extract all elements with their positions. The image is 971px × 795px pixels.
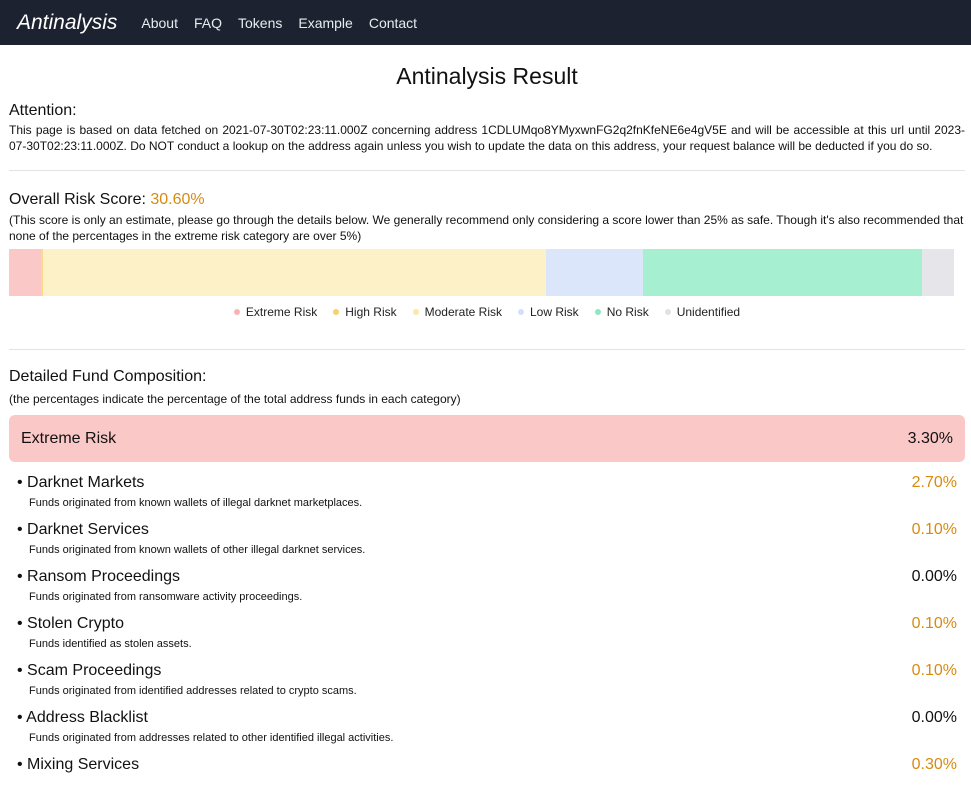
legend-label: Moderate Risk	[424, 305, 502, 319]
composition-title: Detailed Fund Composition:	[9, 368, 207, 385]
composition-item: • Address Blacklist 0.00% Funds originated…	[9, 709, 965, 744]
item-name: • Darknet Markets	[17, 474, 145, 491]
item-description: Funds originated from addresses related …	[29, 732, 394, 744]
item-description: Funds originated from identified address…	[29, 685, 357, 697]
item-name: • Address Blacklist	[17, 709, 148, 726]
item-description: Funds originated from known wallets of i…	[29, 497, 363, 509]
item-percentage: 0.30%	[911, 756, 957, 773]
legend-label: High Risk	[345, 305, 397, 319]
legend-dot-icon	[594, 309, 601, 315]
legend-item[interactable]: High Risk	[333, 305, 397, 319]
composition-item: • Ransom Proceedings 0.00% Funds originate…	[9, 568, 965, 603]
risk-segment-no-risk	[642, 249, 922, 296]
item-description: Funds identified as stolen assets.	[29, 638, 192, 650]
item-description: Funds originated from known wallets of o…	[29, 544, 366, 556]
item-name: • Mixing Services	[17, 756, 140, 773]
risk-section: Overall Risk Score: 30.60% (This score i…	[9, 191, 965, 319]
legend-label: Extreme Risk	[245, 305, 318, 319]
item-name: • Scam Proceedings	[17, 662, 162, 679]
risk-score-note: (This score is only an estimate, please …	[9, 213, 964, 243]
divider	[9, 349, 965, 350]
legend-dot-icon	[333, 309, 340, 315]
composition-item: • Stolen Crypto 0.10% Funds identified as …	[9, 615, 965, 650]
risk-score-label: Overall Risk Score:	[9, 191, 146, 208]
item-name: • Darknet Services	[17, 521, 149, 538]
item-name: • Stolen Crypto	[17, 615, 124, 632]
item-name: • Ransom Proceedings	[17, 568, 181, 585]
attention-text: This page is based on data fetched on 20…	[9, 123, 965, 153]
nav-link-example[interactable]: Example	[298, 14, 353, 31]
divider	[9, 170, 965, 171]
attention-section: Attention: This page is based on data fe…	[9, 102, 965, 154]
brand-logo[interactable]: Antinalysis	[17, 10, 118, 34]
item-percentage: 0.00%	[911, 709, 957, 726]
composition-subtitle: (the percentages indicate the percentage…	[9, 392, 461, 406]
legend-item[interactable]: Moderate Risk	[412, 305, 502, 319]
item-description: Funds originated from ransomware activit…	[29, 591, 303, 603]
risk-distribution-bar	[9, 249, 965, 296]
category-label: Extreme Risk	[21, 429, 117, 447]
legend-label: Low Risk	[530, 305, 579, 319]
navbar: Antinalysis About FAQ Tokens Example Con…	[0, 0, 971, 45]
composition-section: Detailed Fund Composition: (the percenta…	[9, 368, 965, 774]
item-percentage: 0.10%	[911, 662, 957, 679]
risk-segment-unidentified	[921, 249, 955, 296]
item-percentage: 0.10%	[911, 615, 957, 632]
legend-dot-icon	[233, 309, 240, 315]
legend-item[interactable]: No Risk	[594, 305, 649, 319]
nav-link-faq[interactable]: FAQ	[193, 14, 222, 31]
risk-segment-low-risk	[546, 249, 643, 296]
category-header-extreme-risk[interactable]: Extreme Risk 3.30%	[9, 415, 965, 462]
nav-link-tokens[interactable]: Tokens	[238, 14, 283, 31]
legend-dot-icon	[412, 309, 419, 315]
composition-item: • Scam Proceedings 0.10% Funds originated …	[9, 662, 965, 697]
page-title: Antinalysis Result	[396, 63, 578, 89]
legend-item[interactable]: Extreme Risk	[233, 305, 318, 319]
composition-items: • Darknet Markets 2.70% Funds originated f…	[9, 474, 965, 774]
legend-dot-icon	[518, 309, 524, 315]
risk-segment-moderate-risk	[43, 249, 547, 296]
risk-segment-extreme-risk	[9, 249, 41, 296]
legend-item[interactable]: Low Risk	[518, 305, 579, 319]
attention-title: Attention:	[9, 102, 77, 119]
risk-legend: Extreme Risk High Risk Moderate Risk Low Ri…	[9, 305, 965, 319]
legend-item[interactable]: Unidentified	[664, 305, 741, 319]
nav-link-about[interactable]: About	[141, 14, 178, 31]
legend-label: Unidentified	[676, 305, 741, 319]
nav-link-contact[interactable]: Contact	[368, 14, 418, 31]
page-content: Antinalysis Result Attention: This page …	[0, 63, 971, 774]
composition-item: • Mixing Services 0.30%	[9, 756, 965, 774]
risk-score-line: Overall Risk Score: 30.60%	[9, 191, 965, 209]
item-percentage: 2.70%	[911, 474, 957, 491]
item-percentage: 0.10%	[911, 521, 957, 538]
composition-item: • Darknet Markets 2.70% Funds originated f…	[9, 474, 965, 509]
composition-item: • Darknet Services 0.10% Funds originated …	[9, 521, 965, 556]
legend-dot-icon	[664, 309, 671, 315]
legend-label: No Risk	[606, 305, 649, 319]
item-percentage: 0.00%	[911, 568, 957, 585]
risk-score-value: 30.60%	[150, 191, 205, 208]
risk-segment-high-risk	[40, 249, 44, 296]
category-value: 3.30%	[907, 429, 953, 447]
